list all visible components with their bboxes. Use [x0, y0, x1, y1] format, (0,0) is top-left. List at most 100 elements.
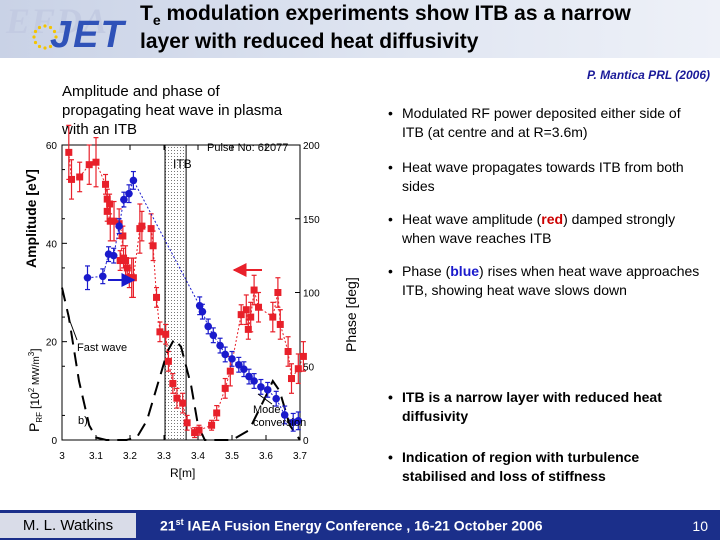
- amplitude-point: [274, 289, 282, 296]
- amplitude-point: [244, 325, 252, 333]
- bullet-item: • Modulated RF power deposited either sid…: [388, 105, 681, 140]
- amplitude-point: [247, 313, 255, 321]
- y-left-tick-label: 20: [46, 338, 58, 349]
- page-title-line2: layer with reduced heat diffusivity: [140, 30, 479, 53]
- eu-stars-icon: [32, 24, 58, 50]
- phase-point: [129, 176, 138, 185]
- amplitude-point: [156, 328, 164, 336]
- amplitude-point: [284, 348, 292, 355]
- x-tick-label: 3.4: [191, 451, 205, 462]
- y-right-tick-label: 150: [303, 215, 320, 226]
- amplitude-point: [294, 365, 302, 373]
- bullet-item-bold: • ITB is a narrow layer with reduced heat…: [388, 389, 662, 424]
- phase-point: [115, 222, 123, 230]
- y-left-tick-label: 0: [51, 436, 57, 447]
- panel-label: b): [78, 415, 88, 427]
- phase-point: [209, 331, 218, 340]
- amplitude-line: [68, 152, 304, 434]
- amplitude-point: [68, 175, 76, 183]
- phase-point: [272, 394, 281, 403]
- mode-conversion-label-2: conversion: [253, 417, 306, 429]
- phase-point: [120, 195, 128, 204]
- x-tick-label: 3.6: [259, 451, 273, 462]
- phase-point: [99, 272, 107, 281]
- amplitude-point: [102, 180, 110, 188]
- x-tick-label: 3.1: [89, 451, 103, 462]
- x-tick-label: 3: [59, 451, 65, 462]
- amplitude-point: [179, 399, 187, 407]
- phase-point: [83, 273, 92, 282]
- y-right-axis-label: Phase [deg]: [343, 277, 359, 352]
- amplitude-point: [276, 320, 284, 328]
- y-left-axis-label: Amplitude [eV]: [23, 169, 39, 268]
- phase-point: [221, 350, 229, 359]
- phase-point: [250, 377, 258, 385]
- phase-point: [280, 411, 289, 419]
- phase-point: [263, 386, 272, 394]
- x-tick-label: 3.5: [225, 451, 239, 462]
- amplitude-point: [173, 394, 181, 402]
- reference-citation: P. Mantica PRL (2006): [587, 68, 710, 82]
- chart-caption: Amplitude and phase of propagating heat …: [62, 83, 283, 138]
- conference-name: 21st IAEA Fusion Energy Conference , 16-…: [160, 517, 543, 534]
- prf-axis-label: PRF[102 MW/m3]: [26, 348, 44, 432]
- bullet-item-bold: • Indication of region with turbulence st…: [388, 449, 640, 484]
- y-left-tick-label: 40: [46, 239, 58, 250]
- y-right-tick-label: 50: [303, 362, 315, 373]
- amplitude-point: [106, 200, 114, 208]
- pulse-number-label: Pulse No: 62077: [207, 142, 288, 154]
- amplitude-point: [237, 311, 245, 319]
- amplitude-point: [221, 384, 229, 392]
- amplitude-point: [208, 421, 216, 429]
- amplitude-point: [110, 217, 118, 225]
- amplitude-point: [122, 257, 130, 265]
- x-axis-label: R[m]: [170, 466, 195, 480]
- y-right-tick-label: 200: [303, 141, 320, 152]
- amplitude-point: [213, 409, 221, 417]
- y-right-tick-label: 100: [303, 289, 320, 300]
- phase-point: [235, 360, 243, 369]
- amplitude-point: [242, 306, 250, 314]
- amplitude-point: [164, 357, 172, 365]
- amplitude-point: [92, 158, 100, 166]
- phase-point: [198, 307, 207, 316]
- bullet-item: • Phase (blue) rises when heat wave appro…: [388, 263, 700, 298]
- x-tick-label: 3.7: [293, 451, 307, 462]
- phase-point: [245, 372, 253, 381]
- amplitude-point: [65, 148, 73, 156]
- y-left-tick-label: 60: [46, 141, 58, 152]
- phase-point: [228, 355, 236, 363]
- y-right-tick-label: 0: [303, 436, 309, 447]
- amplitude-point: [169, 379, 177, 387]
- amplitude-point: [103, 207, 111, 215]
- efda-logo: EFDA: [6, 1, 109, 41]
- amplitude-point: [195, 426, 203, 434]
- jet-logo: JET: [50, 14, 126, 56]
- header-bar: EFDA JET Te modulation experiments show …: [0, 0, 720, 58]
- amplitude-point: [250, 286, 258, 294]
- itb-label: ITB: [173, 157, 192, 171]
- page-number: 10: [692, 518, 708, 534]
- amplitude-point: [85, 161, 93, 169]
- amplitude-point: [119, 232, 127, 240]
- amplitude-point: [255, 303, 263, 311]
- mode-conversion-pointer: [257, 393, 273, 405]
- x-tick-label: 3.3: [157, 451, 171, 462]
- amplitude-point: [299, 352, 307, 360]
- phase-point: [125, 189, 133, 198]
- amplitude-point: [162, 330, 170, 338]
- amplitude-point: [103, 195, 111, 203]
- bullet-item: • Heat wave amplitude (red) damped strong…: [388, 211, 676, 246]
- amplitude-point: [147, 225, 155, 233]
- amplitude-point: [149, 242, 157, 250]
- phase-point: [216, 341, 224, 350]
- fast-wave-pointer: [67, 315, 78, 341]
- phase-point: [240, 365, 248, 374]
- phase-point: [204, 322, 212, 331]
- mode-conversion-label-1: Mode: [253, 404, 281, 416]
- amplitude-point: [138, 222, 146, 230]
- amplitude-point: [226, 367, 234, 375]
- amplitude-point: [269, 313, 277, 321]
- amplitude-point: [153, 293, 161, 301]
